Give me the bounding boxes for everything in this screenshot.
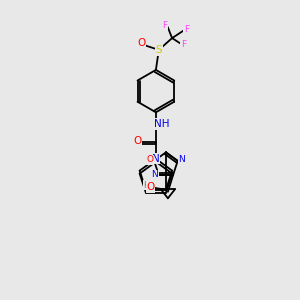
Text: O: O <box>146 182 155 192</box>
Text: N: N <box>152 170 158 179</box>
Text: F: F <box>181 40 186 49</box>
Text: F: F <box>162 21 167 30</box>
Text: NH: NH <box>154 119 170 129</box>
Text: N: N <box>152 154 160 164</box>
Text: N: N <box>178 155 185 164</box>
Text: H: H <box>143 181 149 190</box>
Text: O: O <box>137 38 145 48</box>
Text: F: F <box>184 25 189 34</box>
Text: O: O <box>146 155 154 164</box>
Text: N: N <box>152 154 160 164</box>
Text: O: O <box>133 136 141 146</box>
Text: S: S <box>155 45 162 55</box>
